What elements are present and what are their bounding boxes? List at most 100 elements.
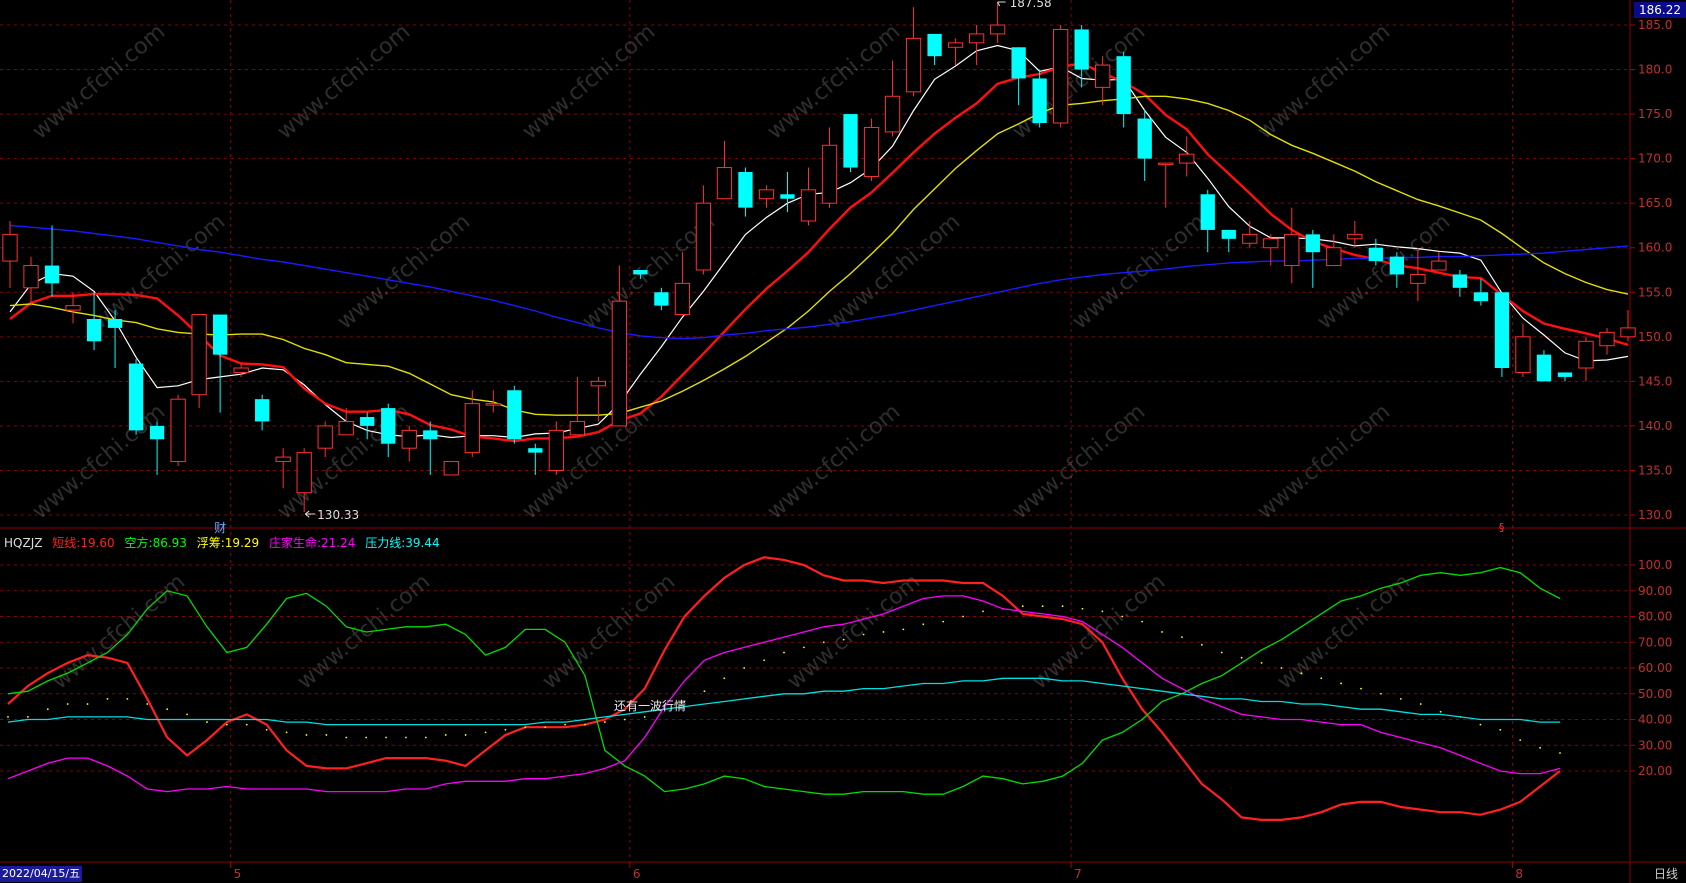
candle-body [1263, 238, 1279, 249]
candle-body [149, 425, 165, 440]
y-tick-label: 90.00 [1638, 584, 1672, 598]
series-point [802, 646, 805, 649]
candle [674, 252, 691, 316]
candle-body [275, 456, 291, 463]
candle-body [1452, 274, 1468, 288]
candle [275, 448, 291, 489]
candle [1242, 221, 1258, 248]
y-tick-label: 30.00 [1638, 738, 1672, 752]
series-point [1300, 672, 1303, 675]
candle [1494, 292, 1510, 377]
series-point [1141, 620, 1144, 623]
candle [1095, 56, 1111, 106]
series-point [604, 721, 606, 723]
candle [255, 394, 270, 431]
candle-body [1599, 331, 1615, 347]
series-point [305, 734, 308, 736]
legend-pressure: 压力线:39.44 [365, 536, 439, 550]
candle [1305, 229, 1320, 288]
candle-body [758, 189, 775, 200]
series-point [962, 615, 964, 618]
series-point [424, 736, 427, 739]
candle-body [1158, 162, 1174, 166]
series-point [325, 734, 328, 736]
indicator-legend: HQZJZ 短线:19.60 空方:86.93 浮筹:19.29 庄家生命:21… [4, 534, 446, 551]
watermark-layer: www.cfchi.com www.cfchi.com www.cfchi.com w… [28, 19, 1455, 694]
series-point [643, 716, 646, 718]
watermark-text: www.cfchi.com [823, 209, 965, 334]
series-point [703, 690, 706, 693]
current-price-badge: 186.22 [1634, 2, 1686, 18]
series-point [1340, 682, 1343, 685]
series-point [1101, 610, 1104, 613]
series-point [1360, 687, 1362, 690]
low-label: 130.33 [317, 508, 359, 522]
candle [170, 394, 186, 466]
candle [485, 390, 501, 413]
series-point [1539, 746, 1542, 749]
indicator-series-line [7, 595, 1561, 793]
candle [695, 185, 712, 275]
series-point [1320, 677, 1323, 680]
candle [1557, 372, 1573, 382]
y-tick-label: 180.0 [1638, 63, 1672, 77]
watermark-text: www.cfchi.com [763, 19, 905, 144]
candle-body [233, 367, 249, 373]
candle [1389, 252, 1405, 288]
month-label: 8 [1515, 867, 1523, 881]
candle-body [1116, 56, 1131, 115]
candle [590, 376, 607, 422]
legend-value: 39.44 [405, 536, 440, 550]
candle-body [86, 319, 102, 342]
candle-body [1557, 372, 1573, 377]
series-point [783, 651, 785, 654]
series-point [365, 736, 368, 739]
candle-body [1284, 233, 1300, 267]
period-label[interactable]: 日线 [1653, 867, 1678, 881]
series-point [1439, 710, 1442, 713]
candle [296, 448, 312, 513]
candle-body [485, 403, 501, 406]
candle-body [170, 398, 186, 463]
series-point [1260, 661, 1263, 664]
y-tick-label: 145.0 [1638, 374, 1672, 388]
candle-body [654, 292, 669, 306]
candle [1179, 136, 1195, 177]
series-point [484, 731, 487, 734]
y-tick-label: 160.0 [1638, 241, 1672, 255]
candle [1053, 25, 1069, 128]
watermark-text: www.cfchi.com [1008, 399, 1150, 524]
series-point [166, 708, 169, 711]
candle-body [23, 265, 39, 289]
candle-body [107, 319, 123, 328]
month-label: 7 [1074, 867, 1082, 881]
y-tick-label: 135.0 [1638, 463, 1672, 477]
candle [716, 140, 733, 200]
candle-body [927, 33, 942, 57]
legend-float: 浮筹:19.29 [197, 536, 259, 550]
indicator-annotation: 还有一波行情 [614, 699, 686, 713]
candle-body [548, 429, 564, 471]
candle [758, 185, 775, 208]
candle-body [716, 167, 733, 200]
series-point [902, 628, 905, 631]
watermark-text: www.cfchi.com [88, 209, 230, 334]
high-marker-arrow [997, 1, 1006, 7]
finance-event-marker: 财 [214, 521, 226, 535]
candle [360, 412, 375, 440]
candle-body [360, 417, 375, 426]
candle [989, 2, 1006, 43]
candle-body [1242, 233, 1258, 244]
y-tick-label: 50.00 [1638, 687, 1672, 701]
ma-line [9, 95, 1629, 416]
candle [1200, 189, 1215, 253]
candle [381, 403, 396, 458]
candle [633, 270, 648, 279]
candle [968, 25, 985, 66]
indicator-series-line [7, 677, 1560, 726]
month-label: 6 [633, 867, 641, 881]
candle-body [821, 144, 838, 204]
candle [1431, 252, 1447, 271]
month-label: 5 [234, 867, 242, 881]
